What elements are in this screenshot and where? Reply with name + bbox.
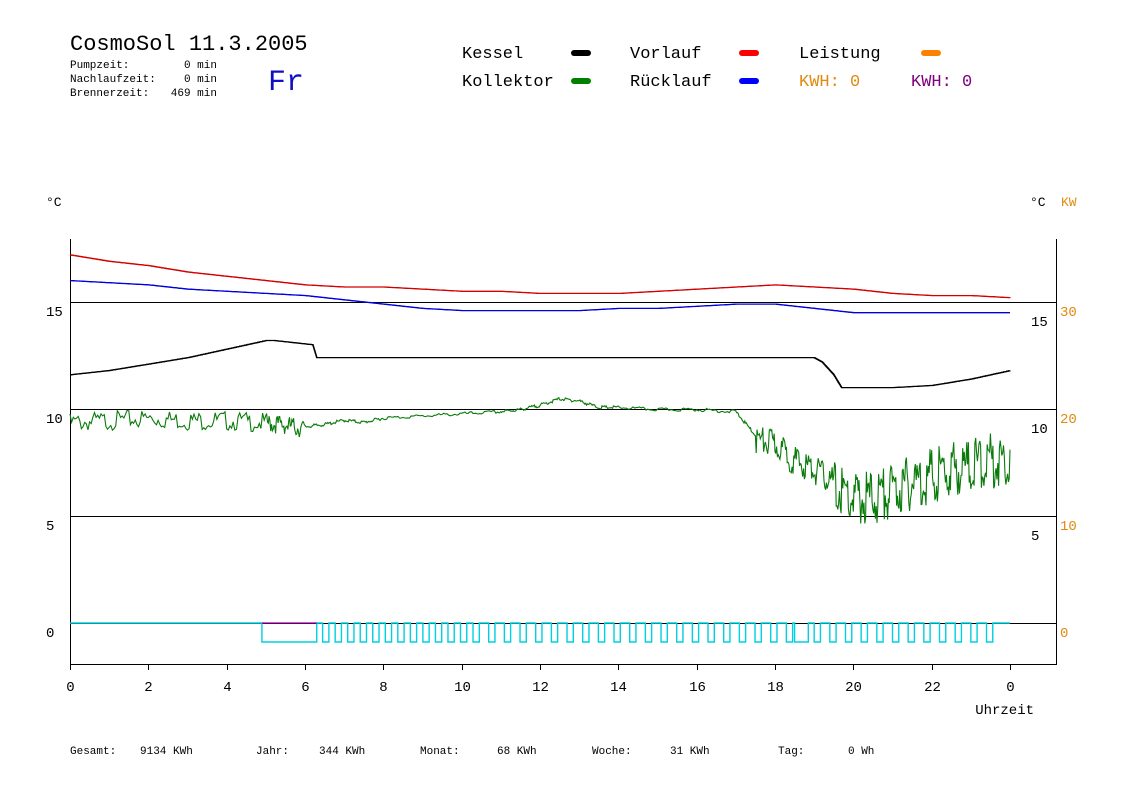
footer-label-tag: Tag: [778, 746, 804, 758]
x-tick-label-10: 20 [845, 680, 862, 696]
stat-value-brennerzeit: 469 min [171, 88, 217, 100]
x-tick-label-12: 0 [1006, 680, 1014, 696]
footer-totals: Gesamt: 9134 KWh Jahr: 344 KWh Monat: 68… [70, 746, 874, 758]
legend-swatch-kollektor [571, 78, 591, 84]
legend-label-ruecklauf: Rücklauf [630, 73, 712, 92]
series-lines [69, 254, 1011, 524]
x-tick-label-6: 12 [532, 680, 549, 696]
axes [70, 239, 1057, 665]
pump-pulse-line [70, 622, 1010, 643]
footer-label-monat: Monat: [420, 746, 460, 758]
chart-title: CosmoSol 11.3.2005 [70, 32, 308, 57]
x-tick-label-3: 6 [301, 680, 309, 696]
stat-label-pumpzeit: Pumpzeit: [70, 60, 129, 72]
x-tick-label-11: 22 [924, 680, 941, 696]
y-tick-right-c-10: 10 [1031, 422, 1048, 438]
y-tick-left-10: 10 [46, 412, 63, 428]
x-tick-label-2: 4 [223, 680, 231, 696]
series-line-vorlauf [70, 254, 1011, 299]
x-tick-label-8: 16 [689, 680, 706, 696]
series-line-ruecklauf [70, 279, 1010, 314]
y-tick-right-c-5: 5 [1031, 529, 1039, 545]
y-tick-left-5: 5 [46, 519, 54, 535]
y-tick-right-c-15: 15 [1031, 315, 1048, 331]
footer-label-woche: Woche: [592, 746, 632, 758]
legend-label-kessel: Kessel [462, 45, 523, 64]
x-tick-label-1: 2 [144, 680, 152, 696]
x-tick-label-4: 8 [379, 680, 387, 696]
legend-swatch-ruecklauf [739, 78, 759, 84]
legend-swatch-leistung [921, 50, 941, 56]
footer-label-gesamt: Gesamt: [70, 746, 116, 758]
pump-activity [70, 622, 1010, 643]
legend: Kessel Vorlauf Leistung Kollektor Rückla… [462, 45, 972, 92]
series-line-kessel [70, 339, 1011, 389]
legend-label-vorlauf: Vorlauf [630, 45, 701, 64]
footer-value-woche: 31 KWh [670, 746, 710, 758]
legend-swatch-vorlauf [739, 50, 759, 56]
footer-value-jahr: 344 KWh [319, 746, 365, 758]
y-tick-right-kw-10: 10 [1060, 519, 1077, 535]
legend-label-kollektor: Kollektor [462, 73, 554, 92]
footer-value-gesamt: 9134 KWh [140, 746, 193, 758]
y-axis-right-kw-unit: KW [1061, 195, 1077, 210]
x-axis-label: Uhrzeit [975, 703, 1034, 719]
y-axis-left-unit: °C [46, 195, 62, 210]
legend-swatch-kessel [571, 50, 591, 56]
x-ticks: 0 2 4 6 8 10 12 14 16 18 20 22 0 [66, 664, 1015, 696]
y-tick-left-15: 15 [46, 305, 63, 321]
kwh-purple: KWH: 0 [911, 73, 972, 92]
x-tick-label-0: 0 [66, 680, 74, 696]
footer-value-monat: 68 KWh [497, 746, 537, 758]
stat-label-nachlaufzeit: Nachlaufzeit: [70, 74, 156, 86]
series-line-kollektor [69, 396, 1011, 524]
x-tick-label-9: 18 [767, 680, 784, 696]
kwh-orange: KWH: 0 [799, 73, 860, 92]
x-tick-label-7: 14 [610, 680, 627, 696]
y-tick-right-kw-20: 20 [1060, 412, 1077, 428]
y-tick-right-kw-30: 30 [1060, 305, 1077, 321]
stat-value-nachlaufzeit: 0 min [184, 74, 217, 86]
footer-label-jahr: Jahr: [256, 746, 289, 758]
stat-label-brennerzeit: Brennerzeit: [70, 88, 149, 100]
y-ticks: 0 5 10 15 5 10 15 0 10 20 30 [46, 305, 1077, 642]
stats-block: Pumpzeit: 0 min Nachlaufzeit: 0 min Bren… [70, 60, 217, 100]
stat-value-pumpzeit: 0 min [184, 60, 217, 72]
legend-label-leistung: Leistung [799, 45, 881, 64]
day-label: Fr [268, 66, 304, 100]
footer-value-tag: 0 Wh [848, 746, 874, 758]
y-tick-left-0: 0 [46, 626, 54, 642]
x-tick-label-5: 10 [454, 680, 471, 696]
y-axis-right-unit: °C [1030, 195, 1046, 210]
y-tick-right-kw-0: 0 [1060, 626, 1068, 642]
